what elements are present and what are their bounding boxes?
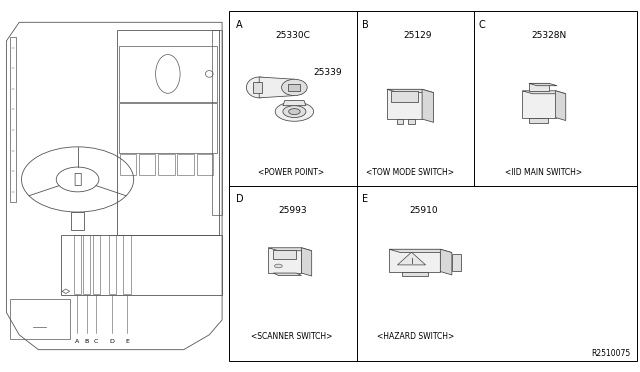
Text: <SCANNER SWITCH>: <SCANNER SWITCH> bbox=[250, 332, 332, 341]
Text: <POWER POINT>: <POWER POINT> bbox=[258, 169, 324, 177]
Bar bbox=[196, 154, 213, 174]
Polygon shape bbox=[387, 89, 434, 93]
Polygon shape bbox=[529, 83, 549, 91]
Bar bbox=[72, 212, 84, 230]
Bar bbox=[139, 154, 156, 174]
Ellipse shape bbox=[253, 83, 265, 92]
Text: R2510075: R2510075 bbox=[591, 349, 630, 358]
Polygon shape bbox=[440, 249, 452, 275]
Text: A: A bbox=[236, 20, 242, 31]
Bar bbox=[120, 154, 136, 174]
Polygon shape bbox=[397, 252, 426, 265]
Text: E: E bbox=[125, 339, 129, 343]
Bar bbox=[83, 235, 90, 294]
Text: B: B bbox=[84, 339, 89, 343]
Text: 25328N: 25328N bbox=[531, 31, 566, 40]
Bar bbox=[229, 11, 637, 361]
Text: E: E bbox=[362, 194, 369, 204]
Polygon shape bbox=[529, 118, 548, 123]
Ellipse shape bbox=[283, 106, 306, 118]
Text: 25910: 25910 bbox=[410, 206, 438, 215]
Polygon shape bbox=[402, 272, 428, 276]
Bar bbox=[158, 154, 175, 174]
Bar bbox=[177, 154, 194, 174]
Text: D: D bbox=[110, 339, 115, 343]
Bar bbox=[74, 235, 81, 294]
Polygon shape bbox=[556, 91, 566, 121]
Polygon shape bbox=[452, 254, 461, 271]
Text: 25993: 25993 bbox=[278, 206, 307, 215]
Text: C: C bbox=[94, 339, 99, 343]
Bar bbox=[119, 46, 217, 102]
Bar bbox=[124, 235, 131, 294]
Text: Ⓝ: Ⓝ bbox=[74, 173, 82, 186]
Polygon shape bbox=[408, 119, 415, 124]
Text: D: D bbox=[236, 194, 243, 204]
Polygon shape bbox=[522, 91, 566, 94]
Text: B: B bbox=[362, 20, 369, 31]
Polygon shape bbox=[522, 91, 556, 118]
Bar bbox=[109, 235, 116, 294]
Polygon shape bbox=[268, 248, 301, 273]
Ellipse shape bbox=[275, 102, 314, 121]
Polygon shape bbox=[529, 83, 557, 86]
Polygon shape bbox=[397, 119, 403, 124]
Polygon shape bbox=[422, 89, 434, 122]
Polygon shape bbox=[268, 248, 312, 251]
Text: C: C bbox=[479, 20, 486, 31]
Ellipse shape bbox=[289, 109, 300, 115]
Bar bbox=[119, 103, 217, 153]
Bar bbox=[93, 235, 100, 294]
Polygon shape bbox=[389, 249, 452, 253]
Polygon shape bbox=[389, 249, 440, 272]
Text: 25330C: 25330C bbox=[275, 31, 310, 40]
Text: <TOW MODE SWITCH>: <TOW MODE SWITCH> bbox=[365, 169, 454, 177]
Polygon shape bbox=[273, 250, 296, 259]
Text: A: A bbox=[75, 339, 79, 343]
Ellipse shape bbox=[246, 77, 272, 98]
Bar bbox=[61, 235, 222, 295]
Polygon shape bbox=[253, 82, 262, 93]
Ellipse shape bbox=[282, 79, 307, 96]
Bar bbox=[117, 30, 219, 235]
Text: 25129: 25129 bbox=[403, 31, 432, 40]
Polygon shape bbox=[259, 77, 294, 98]
Text: <IID MAIN SWITCH>: <IID MAIN SWITCH> bbox=[506, 169, 582, 177]
Polygon shape bbox=[273, 273, 301, 275]
Text: 25339: 25339 bbox=[314, 68, 342, 77]
Polygon shape bbox=[301, 248, 312, 276]
Ellipse shape bbox=[275, 264, 282, 268]
Text: <HAZARD SWITCH>: <HAZARD SWITCH> bbox=[378, 332, 454, 341]
Polygon shape bbox=[391, 91, 418, 102]
Polygon shape bbox=[288, 84, 300, 91]
Polygon shape bbox=[387, 89, 422, 119]
Bar bbox=[10, 299, 70, 339]
Bar bbox=[212, 30, 222, 215]
Polygon shape bbox=[283, 100, 306, 106]
Bar bbox=[10, 37, 16, 202]
